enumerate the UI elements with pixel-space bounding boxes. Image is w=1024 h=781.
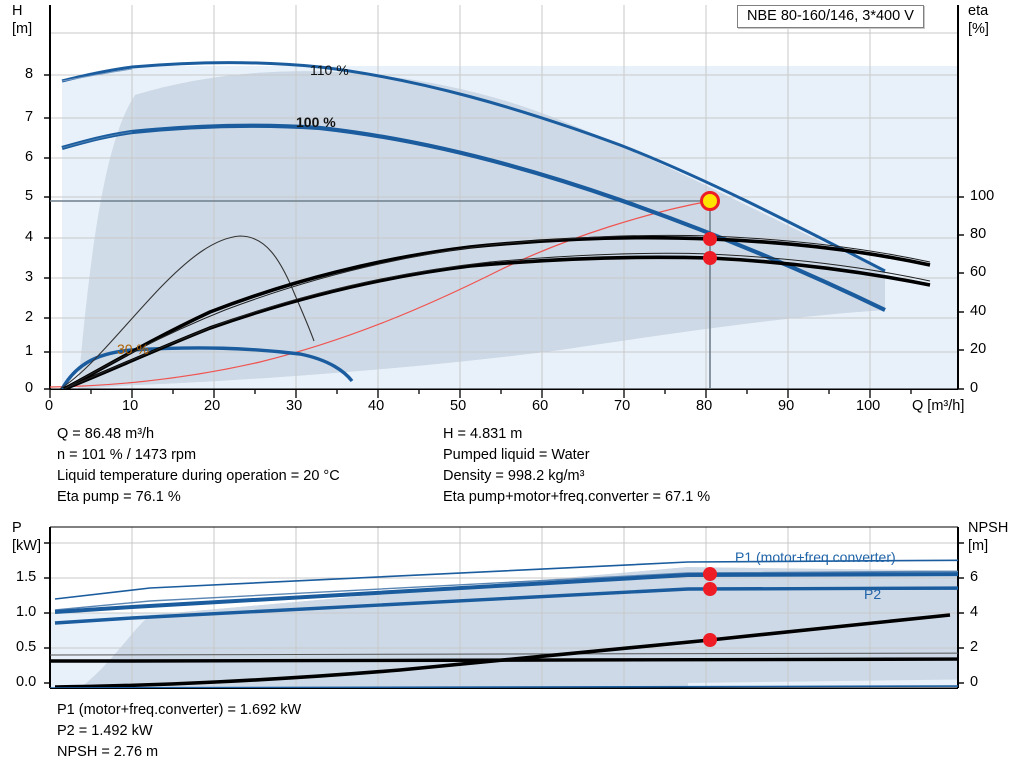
duty-point-markers bbox=[700, 191, 720, 265]
readout-p1: P1 (motor+freq.converter) = 1.692 kW bbox=[57, 702, 302, 718]
right-axis-ticks bbox=[958, 196, 964, 390]
readout-eta-pump: Eta pump = 76.1 % bbox=[57, 489, 181, 505]
eta-tick-0: 0 bbox=[970, 380, 979, 396]
eta-tick-80: 80 bbox=[970, 226, 987, 242]
power-duty-markers bbox=[703, 567, 717, 647]
bottom-right-axis-title: NPSH [m] bbox=[968, 520, 1009, 554]
x-tick-10: 10 bbox=[122, 398, 139, 414]
duty-point-p1-marker bbox=[703, 567, 717, 581]
readout-head: H = 4.831 m bbox=[443, 426, 523, 442]
power-npsh-chart bbox=[44, 526, 964, 689]
duty-point-npsh-marker bbox=[703, 633, 717, 647]
p-curve-30-thin bbox=[50, 652, 958, 656]
x-tick-70: 70 bbox=[614, 398, 631, 414]
top-x-axis-title: Q [m³/h] bbox=[912, 398, 965, 414]
curve-label-30: 30 % bbox=[117, 341, 149, 357]
readout-flow: Q = 86.48 m³/h bbox=[57, 426, 155, 442]
x-axis-ticks bbox=[49, 389, 912, 398]
npsh-tick-2: 2 bbox=[970, 639, 979, 655]
npsh-tick-0: 0 bbox=[970, 674, 979, 690]
p-tick-0-0: 0.0 bbox=[16, 674, 37, 690]
system-curve bbox=[50, 200, 711, 388]
eta-tick-100: 100 bbox=[970, 188, 995, 204]
eta-curve-30 bbox=[59, 235, 315, 389]
eta-tick-60: 60 bbox=[970, 264, 987, 280]
p1-curve bbox=[54, 572, 958, 614]
eta-curve-thin-a bbox=[63, 234, 931, 389]
y-tick-3: 3 bbox=[25, 269, 34, 285]
readout-pumped-liquid: Pumped liquid = Water bbox=[443, 447, 590, 463]
pump-model-title: NBE 80-160/146, 3*400 V bbox=[737, 5, 924, 28]
duty-point-p2-marker bbox=[703, 582, 717, 596]
power-right-ticks bbox=[958, 542, 964, 684]
bottom-left-axis-title: P [kW] bbox=[12, 520, 41, 554]
p-curve-30 bbox=[50, 657, 958, 663]
curve-label-p2: P2 bbox=[864, 586, 882, 602]
npsh-curve-thin bbox=[50, 685, 958, 688]
curve-label-110: 110 % bbox=[310, 62, 349, 78]
x-tick-50: 50 bbox=[450, 398, 467, 414]
x-tick-20: 20 bbox=[204, 398, 221, 414]
p2-curve-110 bbox=[54, 570, 958, 611]
npsh-curve bbox=[54, 613, 951, 688]
head-curve-100-extension bbox=[61, 131, 133, 149]
left-axis-ticks bbox=[44, 74, 50, 390]
y-tick-5: 5 bbox=[25, 188, 34, 204]
eta-curve-thin-b bbox=[63, 252, 931, 389]
curve-label-100: 100 % bbox=[296, 114, 336, 130]
curve-label-p1: P1 (motor+freq.converter) bbox=[735, 549, 896, 565]
x-tick-90: 90 bbox=[778, 398, 795, 414]
eta-tick-20: 20 bbox=[970, 341, 987, 357]
readout-p2: P2 = 1.492 kW bbox=[57, 723, 153, 739]
p1-curve-110 bbox=[54, 559, 958, 600]
top-right-axis-title: eta [%] bbox=[968, 3, 989, 37]
x-tick-80: 80 bbox=[696, 398, 713, 414]
top-left-axis-title: H [m] bbox=[12, 3, 33, 37]
head-curve-110-extension bbox=[61, 68, 133, 82]
readout-left-column: Q = 86.48 m³/h n = 101 % / 1473 rpm Liqu… bbox=[57, 424, 340, 508]
readout-density: Density = 998.2 kg/m³ bbox=[443, 468, 585, 484]
y-tick-7: 7 bbox=[25, 109, 34, 125]
p-tick-1-0: 1.0 bbox=[16, 604, 37, 620]
p-tick-0-5: 0.5 bbox=[16, 639, 37, 655]
head-curve-30 bbox=[60, 346, 354, 389]
readout-bottom-column: P1 (motor+freq.converter) = 1.692 kW P2 … bbox=[57, 700, 301, 763]
readout-speed: n = 101 % / 1473 rpm bbox=[57, 447, 197, 463]
readout-eta-total: Eta pump+motor+freq.converter = 67.1 % bbox=[443, 489, 711, 505]
x-tick-40: 40 bbox=[368, 398, 385, 414]
head-efficiency-chart bbox=[44, 5, 964, 398]
x-tick-60: 60 bbox=[532, 398, 549, 414]
x-tick-30: 30 bbox=[286, 398, 303, 414]
duty-point-eta-pump-marker bbox=[703, 232, 717, 246]
x-tick-100: 100 bbox=[856, 398, 881, 414]
eta-tick-40: 40 bbox=[970, 303, 987, 319]
readout-right-column: H = 4.831 m Pumped liquid = Water Densit… bbox=[443, 424, 710, 508]
duty-point-head-marker bbox=[700, 191, 720, 211]
y-tick-0: 0 bbox=[25, 380, 34, 396]
x-tick-0: 0 bbox=[45, 398, 54, 414]
head-curve-110 bbox=[61, 61, 886, 273]
readout-npsh: NPSH = 2.76 m bbox=[57, 744, 159, 760]
npsh-tick-6: 6 bbox=[970, 569, 979, 585]
p-tick-1-5: 1.5 bbox=[16, 569, 37, 585]
p2-curve bbox=[54, 586, 958, 625]
y-tick-4: 4 bbox=[25, 229, 34, 245]
y-tick-2: 2 bbox=[25, 309, 34, 325]
eta-pump-curve bbox=[63, 235, 931, 389]
y-tick-8: 8 bbox=[25, 66, 34, 82]
readout-liquid-temperature: Liquid temperature during operation = 20… bbox=[57, 468, 340, 484]
y-tick-1: 1 bbox=[25, 343, 34, 359]
npsh-tick-4: 4 bbox=[970, 604, 979, 620]
duty-point-eta-total-marker bbox=[703, 251, 717, 265]
y-tick-6: 6 bbox=[25, 149, 34, 165]
power-left-ticks bbox=[44, 542, 50, 684]
operating-envelope bbox=[62, 66, 958, 389]
